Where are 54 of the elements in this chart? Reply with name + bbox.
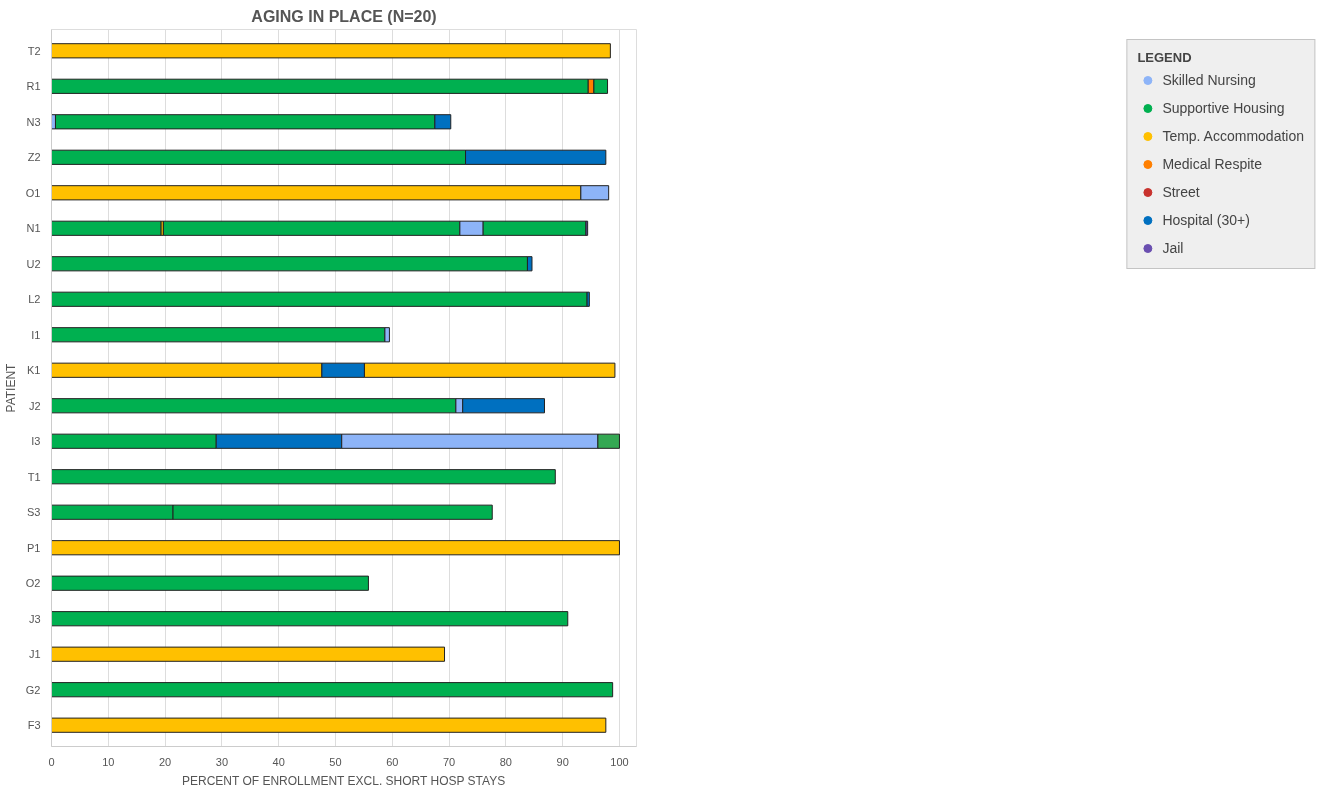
legend-label: Temp. Accommodation <box>1162 128 1304 144</box>
legend-label: Medical Respite <box>1162 156 1262 172</box>
bar <box>51 78 589 94</box>
y-tick-label: J2 <box>28 399 41 412</box>
legend-label: Hospital (30+) <box>1162 212 1250 228</box>
x-tick-label: 30 <box>215 755 229 768</box>
y-tick-label: I1 <box>31 328 41 341</box>
x-tick-label: 90 <box>556 755 569 768</box>
y-tick-label: R1 <box>26 80 41 93</box>
y-tick-label: Z2 <box>27 151 41 164</box>
x-tick-label: 0 <box>48 755 55 768</box>
y-tick-label: O1 <box>25 186 41 199</box>
legend-label: Street <box>1162 184 1200 200</box>
y-tick-label: T2 <box>27 44 41 57</box>
y-tick-label: J3 <box>28 612 41 625</box>
x-tick-label: 20 <box>158 755 172 768</box>
y-tick-label: F3 <box>27 719 41 732</box>
bar <box>51 717 607 733</box>
y-tick-label: I3 <box>31 435 41 448</box>
bar <box>51 575 369 591</box>
y-tick-label: S3 <box>27 506 41 519</box>
x-tick-label: 100 <box>610 755 629 768</box>
bar <box>51 540 620 556</box>
x-tick-label: 70 <box>442 755 456 768</box>
bar <box>51 682 614 698</box>
legend-title: LEGEND <box>1137 50 1193 65</box>
y-tick-label: U2 <box>26 257 41 270</box>
bar <box>51 646 446 662</box>
legend-label: Supportive Housing <box>1162 100 1285 116</box>
x-tick-label: 60 <box>386 755 399 768</box>
x-tick-label: 10 <box>102 755 115 768</box>
y-tick-label: P1 <box>27 541 41 554</box>
y-tick-label: J1 <box>28 648 41 661</box>
bar <box>51 220 162 236</box>
y-tick-label: G2 <box>25 683 41 696</box>
y-tick-label: L2 <box>28 293 41 306</box>
legend-label: Jail <box>1162 240 1184 256</box>
y-tick-label: O2 <box>25 577 41 590</box>
x-axis-title: PERCENT OF ENROLLMENT EXCL. SHORT HOSP STAYS <box>181 773 506 788</box>
x-tick-label: 40 <box>272 755 285 768</box>
y-axis-title: PATIENT <box>3 362 18 413</box>
bar <box>51 327 386 343</box>
x-tick-label: 50 <box>329 755 342 768</box>
bar <box>51 43 611 59</box>
bar <box>51 611 569 627</box>
y-tick-label: N3 <box>26 115 41 128</box>
x-tick-label: 80 <box>499 755 512 768</box>
chart-title: AGING IN PLACE (N=20) <box>251 7 437 25</box>
bar <box>51 291 588 307</box>
y-tick-label: T1 <box>27 470 41 483</box>
y-tick-label: N1 <box>26 222 41 235</box>
y-tick-label: K1 <box>27 364 41 377</box>
legend-label: Skilled Nursing <box>1162 72 1256 88</box>
bar <box>51 469 556 485</box>
